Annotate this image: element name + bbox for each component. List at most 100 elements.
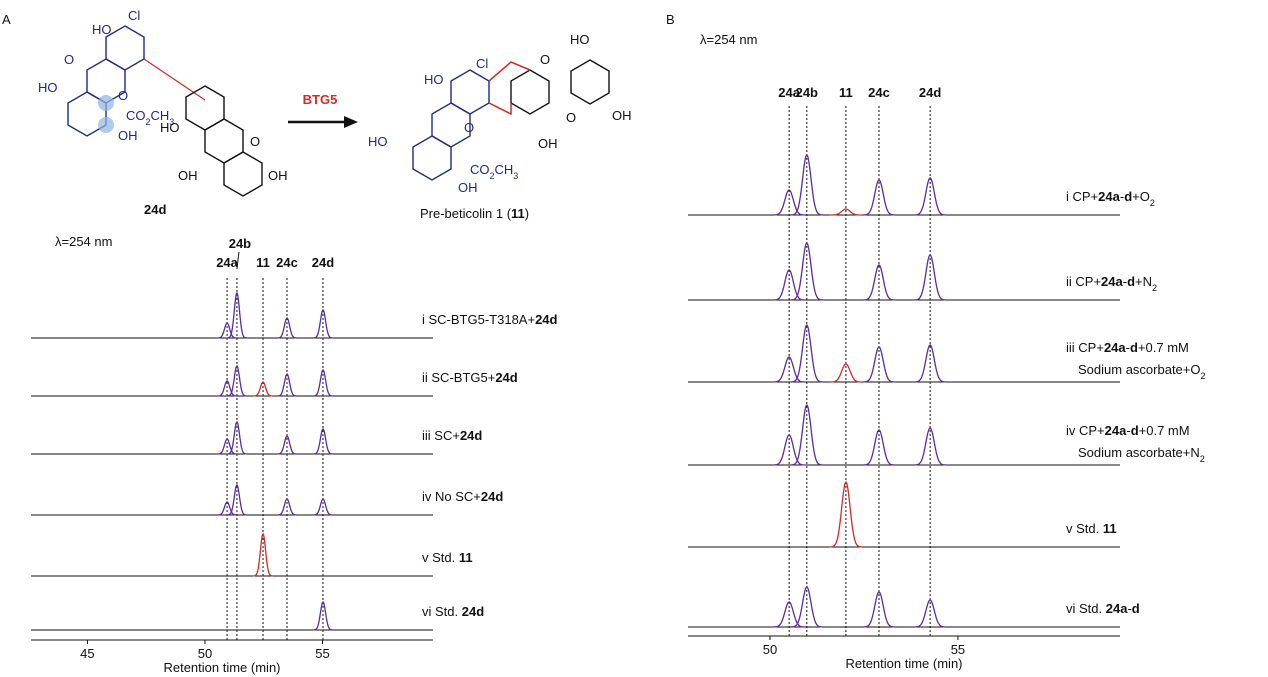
peak: [772, 189, 806, 216]
peak: [312, 498, 334, 516]
peak: [312, 601, 334, 631]
label-part: 24a: [1104, 340, 1126, 355]
peak: [216, 501, 238, 516]
peak: [913, 254, 947, 301]
label-part: 11: [459, 550, 473, 565]
compound-label: 24d: [144, 202, 166, 217]
peak: [226, 421, 247, 455]
label-part: v Std.: [422, 550, 459, 565]
peak: [276, 435, 298, 455]
label-part: iv CP+: [1066, 423, 1105, 438]
x-axis-title: Retention time (min): [163, 660, 280, 675]
ring: [510, 69, 550, 115]
label-part: 24a: [1098, 189, 1120, 204]
trace-label: ii SC-BTG5+24d: [422, 370, 518, 385]
trace-label: i CP+24a-d+O2: [1066, 189, 1155, 208]
x-tick-label: 50: [763, 642, 777, 657]
atom: OH: [178, 168, 198, 183]
label-part: iii SC+: [422, 428, 460, 443]
peak: [216, 322, 238, 339]
atom: OH: [118, 128, 138, 143]
compound-label: 24d: [312, 255, 334, 270]
atom: OH: [538, 136, 558, 151]
enzyme-label: BTG5: [303, 92, 338, 107]
label-arrow: [236, 251, 240, 270]
label-part: +N: [1135, 274, 1152, 289]
peak: [862, 346, 896, 383]
label-part: 2: [1150, 198, 1155, 208]
label-part: d: [1130, 340, 1138, 355]
bond: [143, 58, 206, 101]
peak: [913, 599, 947, 628]
wavelength-label: λ=254 nm: [55, 234, 112, 249]
atom: HO: [368, 134, 388, 149]
label-part: Pre-beticolin 1 (: [420, 206, 512, 221]
peak: [862, 179, 896, 216]
label-part: Sodium ascorbate+O: [1078, 362, 1200, 377]
label-part: +0.7 mM: [1138, 340, 1189, 355]
peak: [276, 498, 298, 516]
peak: [312, 369, 334, 397]
peak: [226, 365, 247, 397]
label-part: vi Std.: [1066, 601, 1106, 616]
atom: O: [566, 110, 576, 125]
label-part: d: [1131, 423, 1139, 438]
wavelength-label: λ=254 nm: [700, 32, 757, 47]
atom: O: [64, 52, 74, 67]
peak: [829, 208, 863, 216]
trace-label: v Std. 11: [422, 550, 473, 565]
atom: OH: [268, 168, 288, 183]
trace-label: i SC-BTG5-T318A+24d: [422, 312, 558, 327]
peak: [862, 591, 896, 628]
peak: [252, 381, 274, 397]
peak: [790, 154, 824, 216]
atom: CO2CH3: [126, 108, 174, 127]
atom: HO: [570, 32, 590, 47]
compound-label: 24b: [796, 85, 818, 100]
peak: [862, 264, 896, 301]
compound-label: 24a: [216, 255, 238, 270]
label-part: iv No SC+: [422, 489, 481, 504]
label-part: 2: [1200, 371, 1205, 381]
ring: [450, 69, 490, 115]
peak: [913, 344, 947, 383]
peak: [276, 317, 298, 339]
label-part: i CP+: [1066, 189, 1098, 204]
peak: [226, 484, 247, 516]
peak: [829, 363, 863, 383]
label-part: d: [1124, 189, 1132, 204]
peak: [790, 404, 824, 466]
peak: [216, 380, 238, 397]
atom: O: [540, 52, 550, 67]
x-tick-label: 55: [951, 642, 965, 657]
x-tick-label: 55: [315, 646, 329, 661]
compound-label: 24a: [778, 85, 800, 100]
label-part: +0.7 mM: [1139, 423, 1190, 438]
peak: [862, 429, 896, 466]
label-part: 24d: [495, 370, 517, 385]
atom: Cl: [476, 56, 488, 71]
compound-label: 11: [839, 85, 853, 100]
atom: HO: [38, 80, 58, 95]
highlight: [98, 117, 114, 133]
compound-label: 24c: [276, 255, 298, 270]
arrowhead: [344, 116, 358, 128]
ring: [223, 151, 263, 197]
peak: [312, 428, 334, 455]
atom: O: [118, 88, 128, 103]
label-part: Sodium ascorbate+N: [1078, 445, 1200, 460]
peak: [216, 438, 238, 455]
trace-label: iv CP+24a-d+0.7 mM: [1066, 423, 1190, 438]
trace-label: v Std. 11: [1066, 521, 1117, 536]
peak: [913, 177, 947, 216]
peak: [913, 427, 947, 466]
label-part: 24d: [460, 428, 482, 443]
ring: [412, 135, 452, 181]
label-part: +O: [1132, 189, 1150, 204]
peak: [772, 356, 806, 383]
label-part: vi Std.: [422, 604, 462, 619]
ring: [105, 25, 145, 71]
label-part: 24a: [1106, 601, 1128, 616]
compound-label: 24c: [868, 85, 890, 100]
bond: [488, 61, 531, 82]
